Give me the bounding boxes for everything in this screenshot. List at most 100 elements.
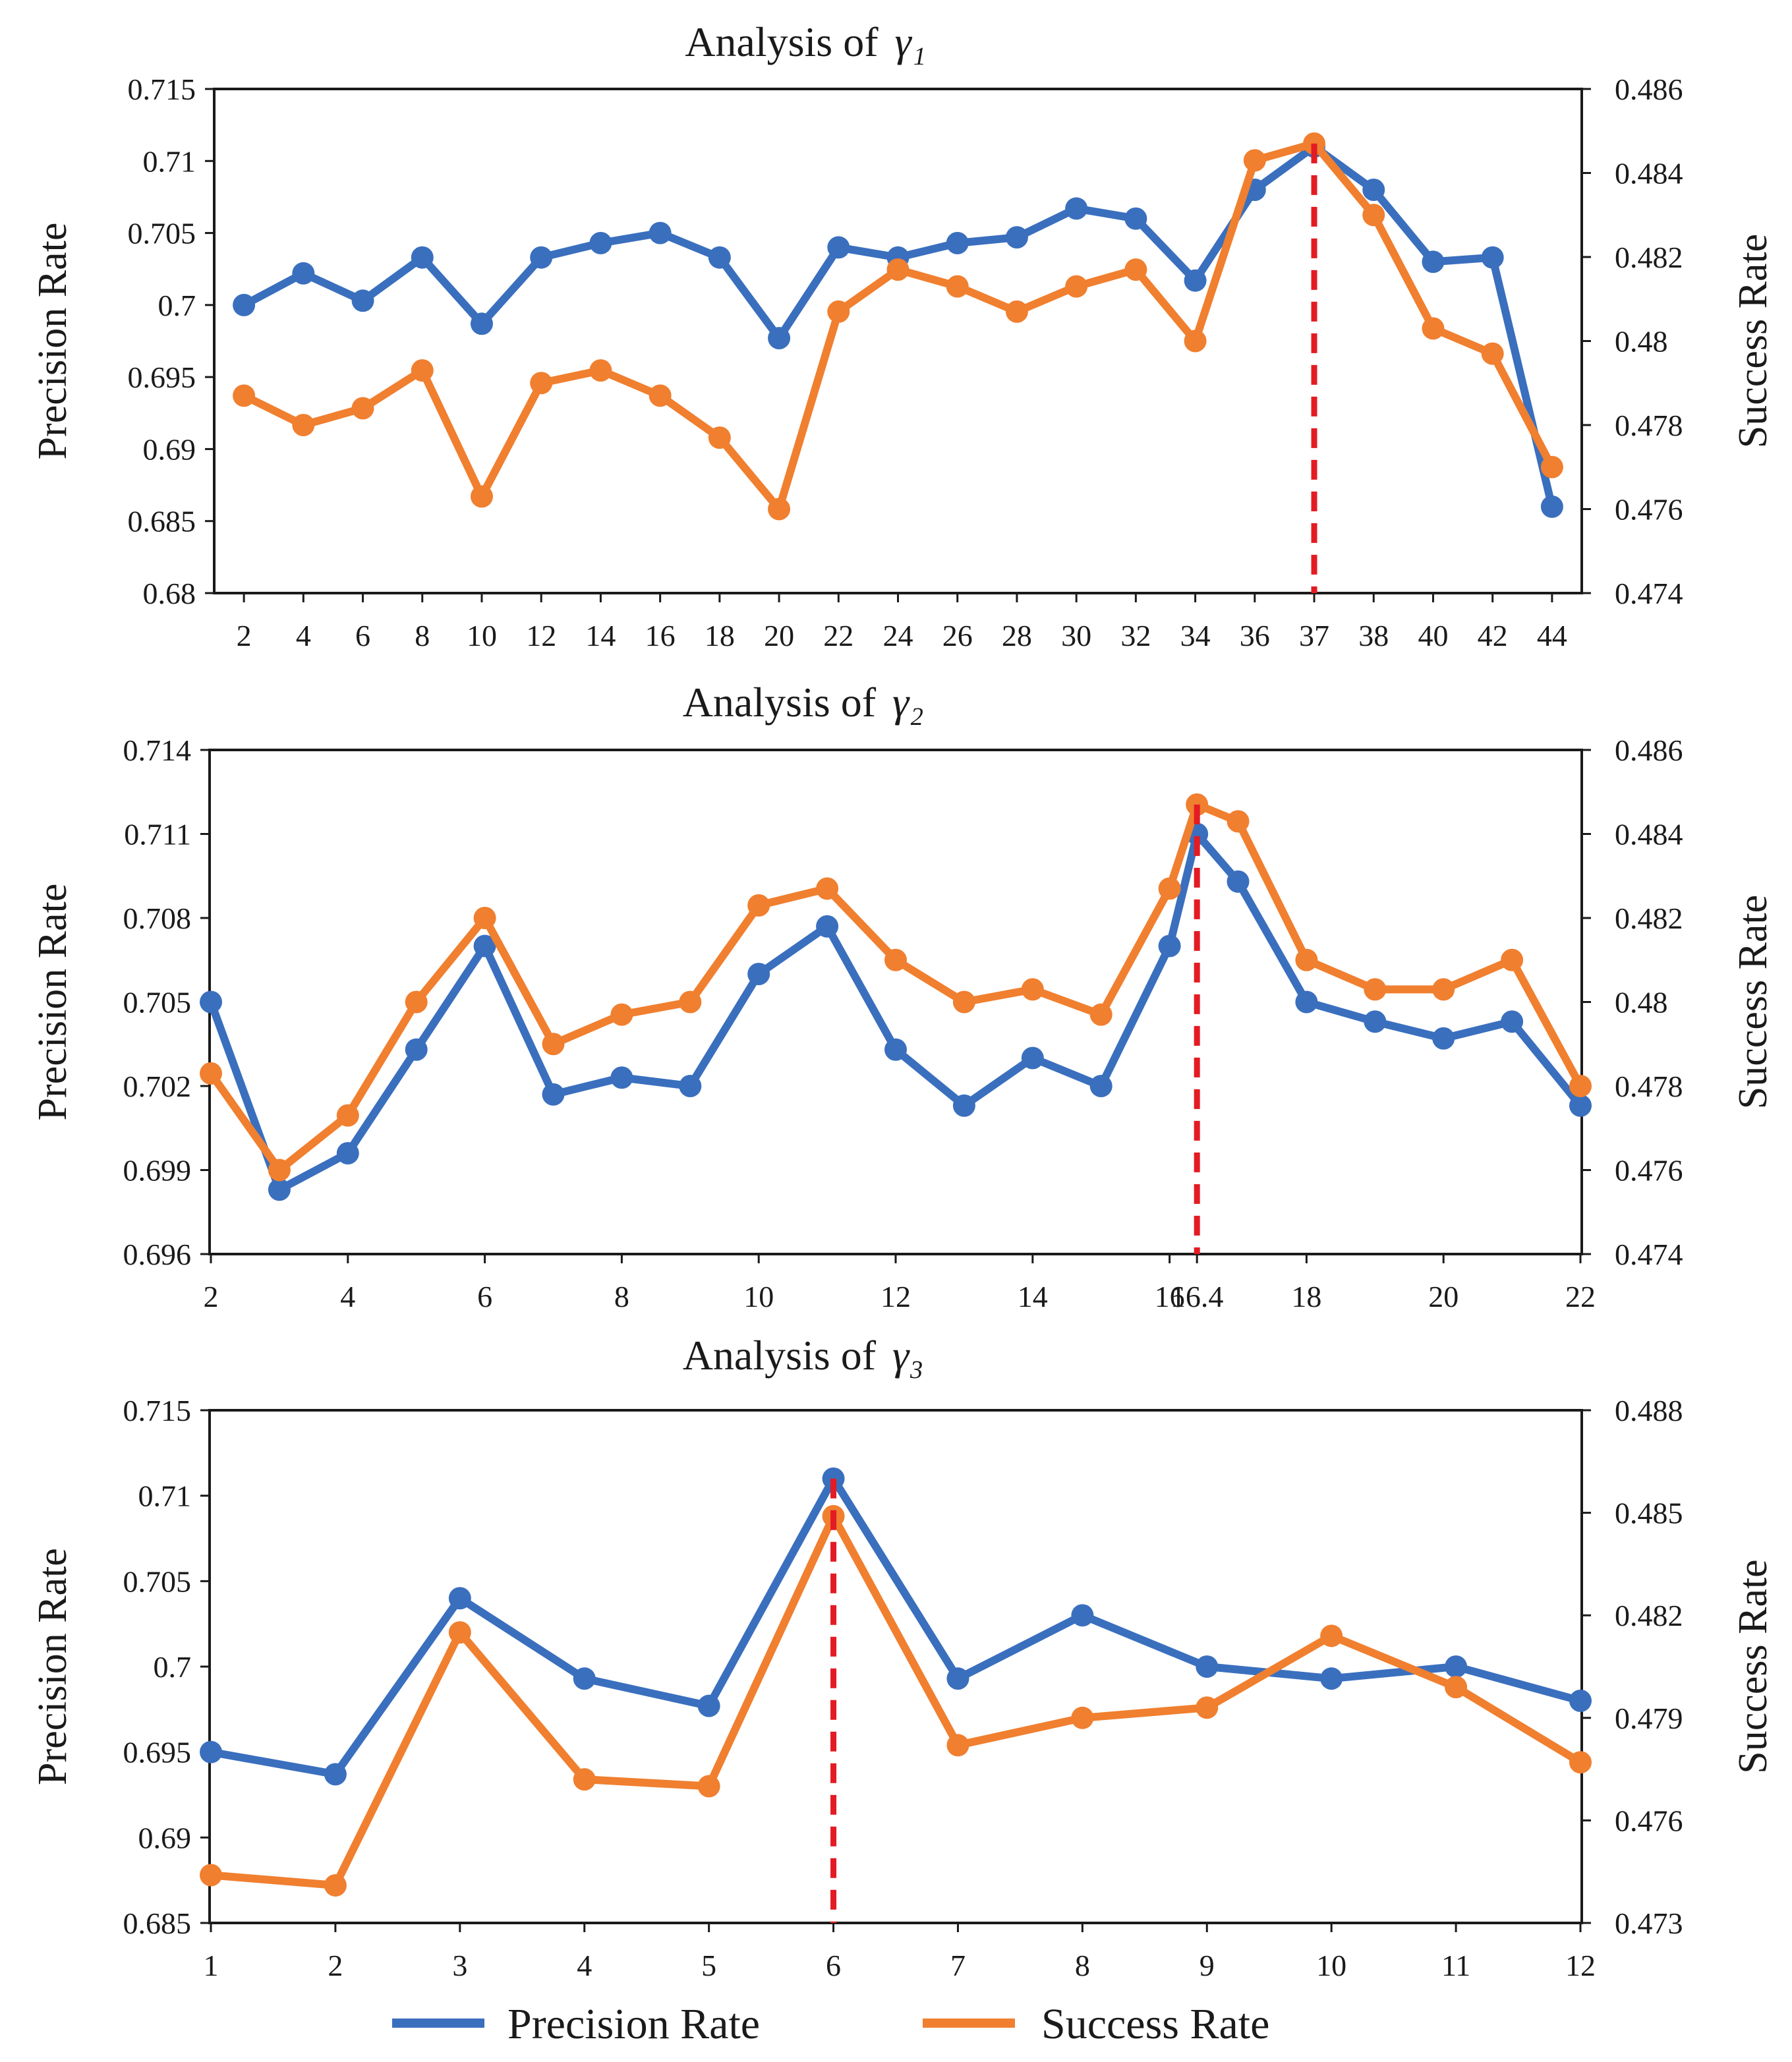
precision-data-point [292,262,315,285]
x-tick-label: 37 [1299,619,1329,652]
y-left-axis-label: Precision Rate [30,884,75,1121]
success-data-point [233,384,256,407]
y-left-tick-label: 0.715 [123,1394,192,1427]
success-series-line [207,1512,1584,1889]
y-right-tick-label: 0.485 [1615,1497,1683,1530]
y-right-tick-label: 0.476 [1615,493,1683,527]
precision-data-point [1184,269,1207,292]
x-tick-label: 5 [701,1949,716,1982]
y-right-tick-label: 0.474 [1615,577,1683,610]
y-right-tick-label: 0.486 [1615,733,1683,767]
precision-data-point [946,1667,969,1690]
success-data-point [200,1062,222,1085]
precision-data-point [1422,250,1445,273]
y-left-tick-label: 0.695 [123,1736,192,1769]
x-tick-label: 18 [1291,1280,1321,1313]
y-left-tick-label: 0.685 [128,505,196,538]
chart-title-symbol: γ₁ [895,18,926,65]
x-tick-label: 22 [823,619,853,652]
precision-data-point [1432,1027,1455,1050]
success-data-point [336,1104,359,1127]
success-data-point [886,258,910,281]
success-data-point [1422,317,1445,340]
x-tick-label: 10 [467,619,497,652]
precision-data-point [200,1740,222,1763]
success-data-point [1196,1696,1219,1719]
x-tick-label: 34 [1180,619,1211,652]
success-series-line [240,139,1556,513]
precision-data-point [1021,1046,1044,1070]
success-data-point [1227,810,1250,833]
y-left-tick-label: 0.705 [123,1564,192,1598]
success-data-point [1362,204,1385,227]
success-data-point [448,1621,471,1644]
precision-data-point [1065,197,1088,220]
x-tick-label: 11 [1441,1949,1470,1982]
y-left-tick-label: 0.68 [143,577,196,610]
precision-data-point [1364,1010,1387,1033]
precision-data-point [816,915,839,938]
y-right-tick-label: 0.478 [1615,1070,1683,1103]
y-left-tick-label: 0.69 [143,432,196,466]
precision-data-point [470,312,493,335]
success-data-point [1364,978,1387,1001]
precision-data-point [1540,495,1563,518]
y-left-tick-label: 0.715 [128,72,196,106]
success-data-point [1184,329,1207,353]
chart-gamma3: Analysis of γ₃ 0.685 0.69 0.695 0.7 0.705 0.71 0… [30,1332,1776,1982]
y-left-tick-label: 0.71 [138,1479,192,1513]
x-tick-label: 6 [355,619,370,652]
precision-data-point [1124,207,1147,230]
success-data-point [679,990,702,1014]
success-data-point [530,372,553,395]
x-tick-label: 2 [328,1949,343,1982]
precision-data-point [1501,1010,1524,1033]
precision-series-line [207,830,1584,1194]
y-right-tick-label: 0.482 [1615,1599,1683,1632]
success-data-point [1320,1624,1343,1647]
precision-data-point [336,1142,359,1164]
precision-data-point [1569,1094,1592,1117]
x-tick-label: 42 [1478,619,1508,652]
y-right-tick-label: 0.484 [1615,818,1683,851]
x-tick-label: 12 [1565,1949,1596,1982]
success-data-point [1243,149,1266,172]
y-left-tick-label: 0.696 [123,1238,192,1271]
x-tick-label: 44 [1537,619,1567,652]
y-right-tick-label: 0.479 [1615,1702,1683,1735]
x-tick-label: 40 [1418,619,1448,652]
y-left-tick-label: 0.685 [123,1906,192,1940]
legend: Precision Rate Success Rate [392,2000,1269,2048]
precision-data-point [1071,1604,1094,1627]
success-data-point [351,397,374,420]
chart-title-symbol: γ₃ [892,1332,923,1379]
x-tick-label: 4 [296,619,311,652]
success-data-point [1445,1676,1468,1699]
y-left-axis-label: Precision Rate [30,223,75,460]
success-data-point [1540,455,1563,478]
success-data-point [952,990,975,1014]
x-tick-label: 3 [452,1949,467,1982]
success-data-point [816,877,839,900]
y-left-tick-label: 0.7 [154,1650,192,1684]
y-left-tick-label: 0.702 [123,1070,192,1103]
success-data-point [1501,948,1524,971]
y-right-tick-label: 0.473 [1615,1906,1683,1940]
x-tick-label: 36 [1240,619,1270,652]
precision-data-point [884,1038,907,1061]
x-tick-label: 10 [1316,1949,1346,1982]
success-data-point [768,498,791,521]
success-data-point [1021,978,1044,1001]
x-tick-label: 38 [1358,619,1389,652]
x-tick-label: 30 [1061,619,1091,652]
x-tick-label: 8 [1075,1949,1090,1982]
y-right-tick-label: 0.486 [1615,72,1683,106]
plot-frame [213,88,1583,594]
success-data-point [1005,300,1028,323]
success-data-point [1124,258,1147,281]
y-right-axis-label: Success Rate [1731,895,1776,1109]
y-right-axis-label: Success Rate [1731,234,1776,448]
success-data-point [411,359,434,382]
x-tick-label: 9 [1199,1949,1215,1982]
precision-data-point [268,1178,291,1201]
